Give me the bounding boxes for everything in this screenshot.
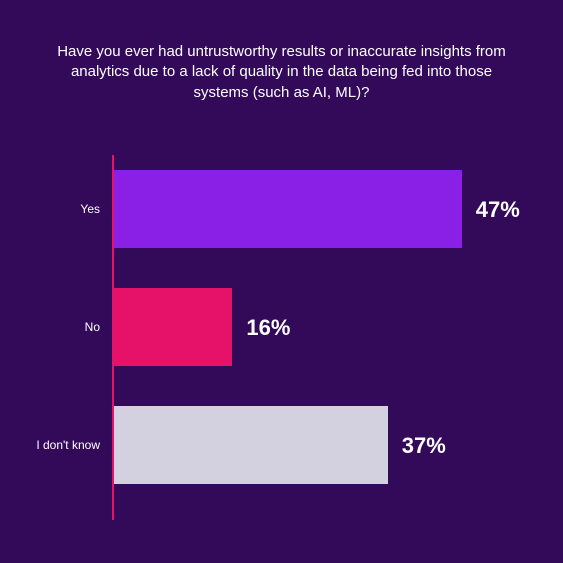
chart-title: Have you ever had untrustworthy results … <box>50 42 513 103</box>
bar-row: I don't know 37% <box>0 406 563 484</box>
category-label: Yes <box>0 202 100 216</box>
bar <box>114 170 462 248</box>
value-label: 37% <box>402 433 446 459</box>
value-label: 47% <box>476 197 520 223</box>
bar <box>114 406 388 484</box>
bar <box>114 288 232 366</box>
bar-row: No 16% <box>0 288 563 366</box>
value-label: 16% <box>246 315 290 341</box>
bar-row: Yes 47% <box>0 170 563 248</box>
category-label: No <box>0 320 100 334</box>
category-label: I don't know <box>0 438 100 452</box>
survey-chart-card: Have you ever had untrustworthy results … <box>0 0 563 563</box>
